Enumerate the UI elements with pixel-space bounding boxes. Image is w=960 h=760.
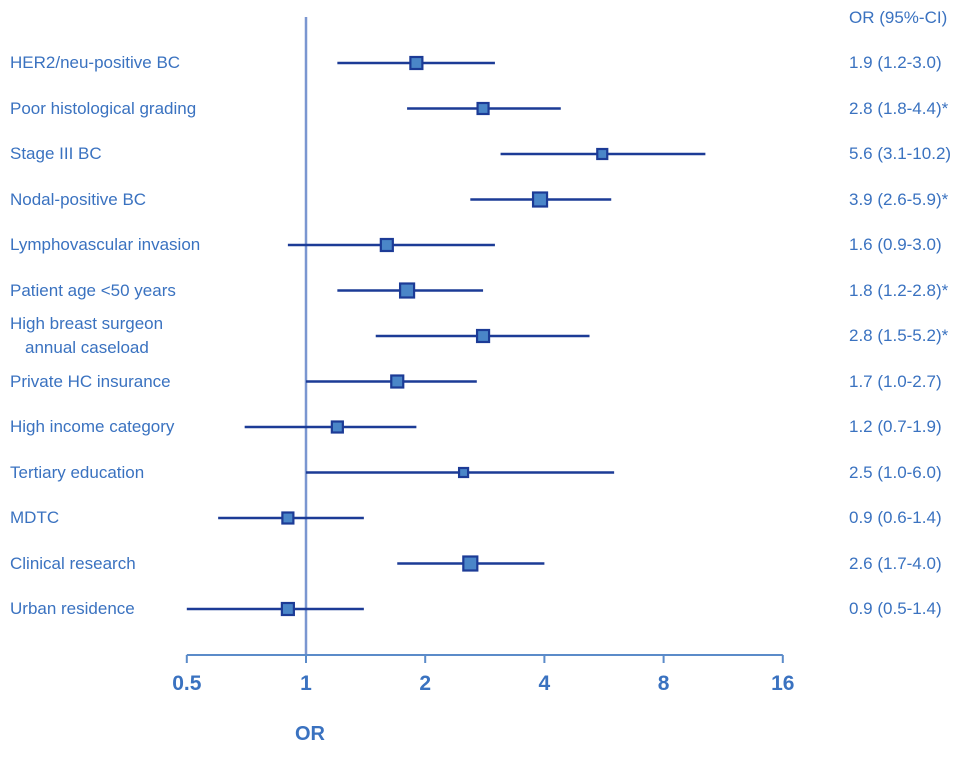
or-marker: [409, 55, 424, 71]
x-axis-tick-label: 2: [419, 672, 432, 695]
row-label: HER2/neu-positive BC: [10, 53, 181, 72]
or-marker: [330, 420, 344, 434]
or-ci-value: 1.8 (1.2-2.8)*: [849, 280, 949, 300]
or-ci-value: 2.5 (1.0-6.0): [849, 462, 942, 482]
or-ci-value: 5.6 (3.1-10.2): [849, 144, 952, 163]
row-label: Tertiary education: [10, 462, 145, 482]
or-marker: [475, 328, 491, 344]
or-ci-value: 1.7 (1.0-2.7): [849, 371, 942, 391]
row-label: Lymphovascular invasion: [10, 235, 201, 254]
row-label: Stage III BC: [10, 144, 102, 163]
or-ci-value: 2.6 (1.7-4.0): [849, 553, 942, 573]
or-marker: [398, 282, 416, 299]
or-ci-value: 0.9 (0.6-1.4): [849, 508, 942, 527]
or-ci-value: 1.9 (1.2-3.0): [849, 53, 942, 72]
or-marker: [457, 466, 470, 479]
row-label: Patient age <50 years: [10, 280, 176, 300]
row-label: Urban residence: [10, 599, 135, 618]
row-label: Nodal-positive BC: [10, 189, 147, 209]
x-axis-tick-label: 4: [538, 672, 551, 695]
row-label: Clinical research: [10, 553, 136, 573]
or-ci-value: 0.9 (0.5-1.4): [849, 599, 942, 618]
or-marker: [462, 555, 479, 572]
x-axis-tick-label: 0.5: [172, 672, 202, 695]
x-axis-tick-label: 8: [657, 672, 670, 695]
row-label: High income category: [10, 417, 175, 436]
ci-column-header: OR (95%-CI): [849, 8, 948, 27]
or-ci-value: 2.8 (1.8-4.4)*: [849, 98, 949, 118]
row-label: MDTC: [10, 508, 60, 527]
row-label: Private HC insurance: [10, 371, 171, 391]
or-ci-value: 1.2 (0.7-1.9): [849, 417, 942, 436]
or-ci-value: 1.6 (0.9-3.0): [849, 235, 942, 254]
or-marker: [390, 374, 405, 389]
x-axis-tick-label: 16: [771, 672, 795, 695]
or-marker: [596, 147, 609, 161]
row-label: High breast surgeon annual caseload: [10, 314, 164, 357]
x-axis-title: OR: [295, 723, 325, 745]
or-ci-value: 3.9 (2.6-5.9)*: [849, 189, 949, 209]
row-label: Poor histological grading: [10, 98, 197, 118]
x-axis-tick-label: 1: [300, 672, 312, 695]
or-marker: [531, 191, 549, 208]
or-marker: [280, 601, 295, 617]
or-marker: [281, 511, 295, 525]
or-ci-value: 2.8 (1.5-5.2)*: [849, 326, 949, 345]
or-marker: [476, 101, 490, 116]
or-marker: [379, 237, 394, 253]
